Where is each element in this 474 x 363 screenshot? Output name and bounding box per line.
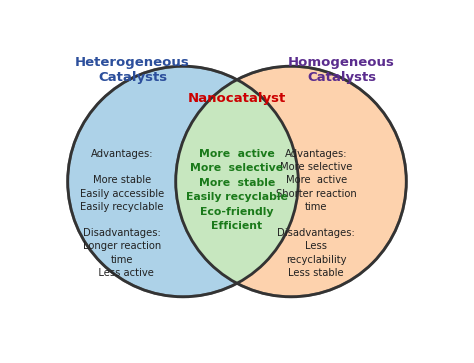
Text: Homogeneous
Catalysts: Homogeneous Catalysts	[288, 56, 395, 84]
Circle shape	[68, 66, 298, 297]
Text: Nanocatalyst: Nanocatalyst	[188, 92, 286, 105]
Text: More  active
More  selective
More  stable
Easily recyclable
Eco-friendly
Efficie: More active More selective More stable E…	[186, 149, 288, 231]
Circle shape	[176, 66, 406, 297]
Text: Advantages:
More selective
More  active
Shorter reaction
time

Disadvantages:
Le: Advantages: More selective More active S…	[276, 149, 356, 278]
Circle shape	[68, 66, 298, 297]
Circle shape	[176, 66, 406, 297]
Text: Heterogeneous
Catalysts: Heterogeneous Catalysts	[75, 56, 190, 84]
Text: Advantages:

More stable
Easily accessible
Easily recyclable

Disadvantages:
Lon: Advantages: More stable Easily accessibl…	[80, 149, 164, 278]
